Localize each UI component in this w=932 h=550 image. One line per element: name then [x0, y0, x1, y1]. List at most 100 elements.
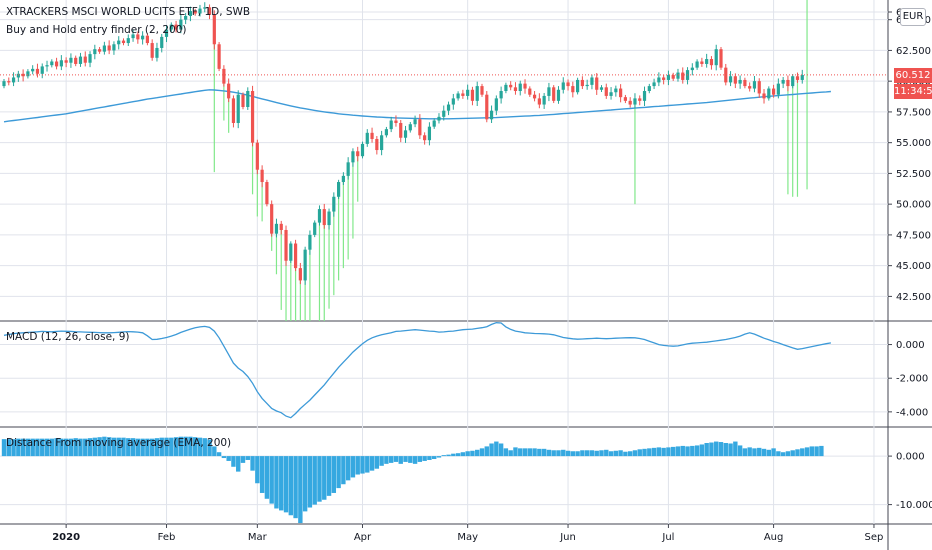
distance-bar — [647, 448, 652, 457]
macd-title: MACD (12, 26, close, 9) — [6, 331, 130, 343]
x-tick-label: Jun — [559, 532, 576, 543]
candle-body — [585, 84, 589, 87]
candle-body — [54, 61, 59, 67]
candle-body — [748, 86, 752, 89]
candle-body — [93, 49, 97, 55]
candle-body — [542, 95, 546, 105]
distance-bar — [479, 448, 485, 457]
distance-bar — [393, 456, 399, 462]
candle-body — [566, 82, 570, 87]
distance-bar — [111, 437, 117, 457]
distance-bar — [776, 451, 781, 457]
candle-body — [346, 162, 350, 176]
distance-bar — [737, 445, 743, 457]
candle-body — [518, 83, 522, 92]
distance-bar — [293, 456, 298, 519]
candle-body — [494, 98, 498, 111]
candle-body — [461, 93, 465, 96]
distance-bar — [398, 456, 403, 464]
candle-body — [700, 61, 704, 64]
candle-body — [733, 76, 737, 84]
distance-bar — [87, 438, 93, 457]
distance-bar — [417, 456, 423, 462]
candle-body — [217, 44, 221, 69]
distance-bar — [1, 439, 7, 457]
distance-bar — [723, 443, 728, 457]
candle-body — [394, 120, 398, 123]
distance-bar — [11, 439, 16, 457]
distance-bar — [441, 455, 446, 457]
candle-body — [537, 98, 541, 105]
distance-bar — [561, 449, 566, 457]
distance-bar — [484, 446, 489, 457]
distance-bar — [661, 447, 666, 457]
candle-body — [389, 120, 393, 130]
distance-bar — [541, 448, 547, 457]
distance-bar — [594, 450, 599, 457]
distance-bar — [733, 441, 738, 457]
candle-body — [776, 83, 780, 95]
currency-badge[interactable]: EUR — [900, 8, 926, 26]
distance-bar — [369, 456, 375, 471]
distance-bar — [785, 451, 791, 457]
distance-bar — [154, 438, 160, 457]
candle-body — [724, 67, 728, 83]
x-tick-label: Aug — [764, 532, 784, 543]
candle-body — [489, 110, 494, 120]
candle-body — [231, 98, 236, 123]
distance-bar — [432, 456, 437, 460]
candle-body — [102, 45, 106, 52]
ema-200-line — [3, 89, 831, 123]
distance-bar — [780, 452, 786, 457]
distance-bar — [604, 449, 609, 457]
distance-bar — [761, 448, 767, 457]
candle-body — [260, 169, 264, 183]
candle-body — [69, 57, 73, 63]
candle-body — [360, 143, 365, 157]
distance-bar — [92, 437, 98, 457]
distance-bar — [694, 445, 700, 457]
candle-body — [16, 73, 20, 78]
candle-body — [752, 81, 757, 89]
distance-bar — [59, 438, 64, 457]
candle-body — [762, 93, 766, 99]
candle-body — [78, 56, 83, 64]
distance-bar — [212, 446, 217, 457]
candle-body — [322, 209, 326, 226]
candle-body — [523, 83, 527, 89]
y-tick-label: 62.500 — [896, 46, 931, 57]
candle-body — [571, 86, 575, 93]
distance-bar — [83, 438, 88, 457]
distance-bar — [819, 445, 824, 457]
candle-body — [131, 34, 135, 39]
candle-body — [767, 88, 771, 99]
distance-bar — [331, 456, 337, 493]
distance-bar — [522, 448, 528, 457]
candle-body — [666, 75, 671, 80]
candle-body — [738, 79, 742, 84]
distance-bar — [627, 451, 633, 457]
countdown-tag: 11:34:52 — [894, 83, 932, 99]
distance-bar — [102, 436, 107, 457]
candle-body — [528, 88, 532, 95]
y-tick-label: 57.500 — [896, 107, 931, 118]
macd-line — [3, 322, 832, 419]
distance-bar — [6, 439, 11, 457]
distance-bar — [16, 438, 21, 457]
candle-body — [795, 76, 800, 80]
distance-bar — [326, 456, 332, 496]
distance-bar — [379, 456, 384, 466]
candle-body — [121, 40, 126, 44]
y-tick-label: 0.000 — [896, 340, 925, 351]
distance-bar — [651, 447, 657, 457]
candle-body — [423, 135, 427, 141]
candle-body — [604, 87, 608, 96]
candle-body — [265, 182, 269, 205]
candle-body — [480, 86, 484, 95]
distance-bar — [279, 456, 284, 511]
candle-body — [556, 89, 561, 101]
distance-bar — [422, 456, 427, 461]
distance-bar — [35, 438, 40, 457]
candle-body — [384, 129, 388, 136]
